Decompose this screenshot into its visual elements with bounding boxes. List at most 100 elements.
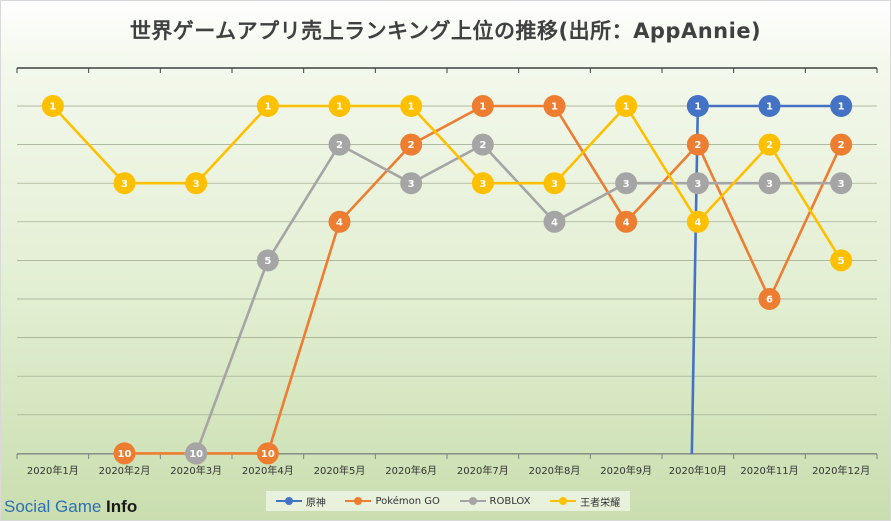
data-point (256, 95, 279, 117)
data-label: 1 (623, 102, 630, 113)
data-point (615, 210, 638, 233)
legend-swatch (550, 497, 577, 505)
data-point (328, 210, 351, 233)
x-tick-label: 2020年2月 (99, 464, 151, 477)
data-point (400, 95, 423, 117)
x-tick-label: 2020年7月 (457, 464, 509, 477)
legend-swatch (275, 497, 302, 505)
data-label: 3 (408, 179, 415, 190)
x-tick-label: 2020年6月 (385, 464, 437, 477)
data-label: 2 (408, 140, 415, 151)
data-label: 1 (694, 102, 701, 113)
data-label: 1 (408, 102, 415, 113)
chart-title: 世界ゲームアプリ売上ランキング上位の推移(出所：AppAnnie) (129, 19, 762, 43)
data-point (686, 95, 709, 117)
data-label: 3 (551, 179, 558, 190)
legend-label: 王者栄耀 (580, 497, 621, 509)
data-point (686, 210, 709, 233)
watermark-logo: Social Game Info (4, 497, 138, 516)
data-point (543, 172, 566, 195)
x-tick-label: 2020年5月 (314, 464, 366, 477)
legend-item: 王者栄耀 (550, 494, 620, 509)
data-label: 4 (694, 217, 701, 228)
data-point (830, 95, 853, 117)
data-point (686, 172, 709, 195)
data-point (328, 95, 351, 117)
series-line (51, 104, 843, 262)
data-point (471, 172, 494, 195)
data-point (256, 249, 279, 272)
legend-item: 原神 (275, 494, 326, 509)
x-tick-label: 2020年11月 (740, 464, 798, 477)
legend: 原神 Pokémon GO ROBLOX 王者栄耀 (266, 491, 630, 511)
x-tick-label: 2020年9月 (600, 464, 652, 477)
legend-label: Pokémon GO (375, 495, 440, 507)
data-point (830, 249, 853, 272)
x-tick-label: 2020年4月 (242, 464, 294, 477)
legend-item: Pokémon GO (345, 495, 440, 507)
data-label: 1 (479, 102, 486, 113)
x-tick-label: 2020年12月 (812, 464, 870, 477)
legend-label: ROBLOX (489, 495, 531, 507)
data-point (615, 95, 638, 117)
data-point (185, 172, 208, 195)
data-label: 3 (766, 179, 773, 190)
data-point (758, 172, 781, 195)
data-point (400, 133, 423, 156)
data-point (686, 133, 709, 156)
series-line (124, 104, 843, 455)
x-tick-label: 2020年10月 (669, 464, 727, 477)
data-label: 2 (838, 140, 845, 151)
data-label: 1 (838, 102, 845, 113)
data-label: 3 (479, 179, 486, 190)
data-label: 4 (623, 217, 630, 228)
data-point (758, 288, 781, 310)
data-point (543, 95, 566, 117)
data-point (830, 172, 853, 195)
data-point (471, 133, 494, 156)
data-label: 2 (336, 140, 343, 151)
data-point (758, 133, 781, 156)
data-label: 1 (49, 102, 56, 113)
data-label: 4 (336, 217, 343, 228)
data-point (41, 95, 64, 117)
data-point (113, 172, 136, 195)
data-label: 1 (551, 102, 558, 113)
data-label: 3 (623, 179, 630, 190)
data-label: 2 (479, 140, 486, 151)
x-tick-label: 2020年1月 (27, 464, 79, 477)
data-label: 1 (336, 102, 343, 113)
data-label: 3 (838, 179, 845, 190)
data-point (113, 442, 136, 465)
data-label: 4 (551, 217, 558, 228)
x-tick-label: 2020年8月 (529, 464, 581, 477)
data-label: 1 (264, 102, 271, 113)
legend-swatch (459, 497, 486, 505)
data-label: 10 (261, 449, 275, 460)
data-label: 3 (121, 179, 128, 190)
data-label: 10 (118, 449, 132, 460)
data-label: 1 (766, 102, 773, 113)
data-label: 2 (694, 140, 701, 151)
data-point (830, 133, 853, 156)
series-line (690, 104, 842, 455)
data-label: 3 (193, 179, 200, 190)
data-point (328, 133, 351, 156)
data-point (615, 172, 638, 195)
data-label: 2 (766, 140, 773, 151)
data-label: 10 (189, 449, 203, 460)
x-tick-label: 2020年3月 (170, 464, 222, 477)
data-label: 5 (838, 256, 845, 267)
data-point (256, 442, 279, 465)
legend-swatch (345, 497, 372, 505)
data-point (400, 172, 423, 195)
data-label: 3 (694, 179, 701, 190)
legend-label: 原神 (305, 497, 326, 509)
data-point (543, 210, 566, 233)
data-point (758, 95, 781, 117)
data-label: 5 (264, 256, 271, 267)
data-point (471, 95, 494, 117)
data-point (185, 442, 208, 465)
